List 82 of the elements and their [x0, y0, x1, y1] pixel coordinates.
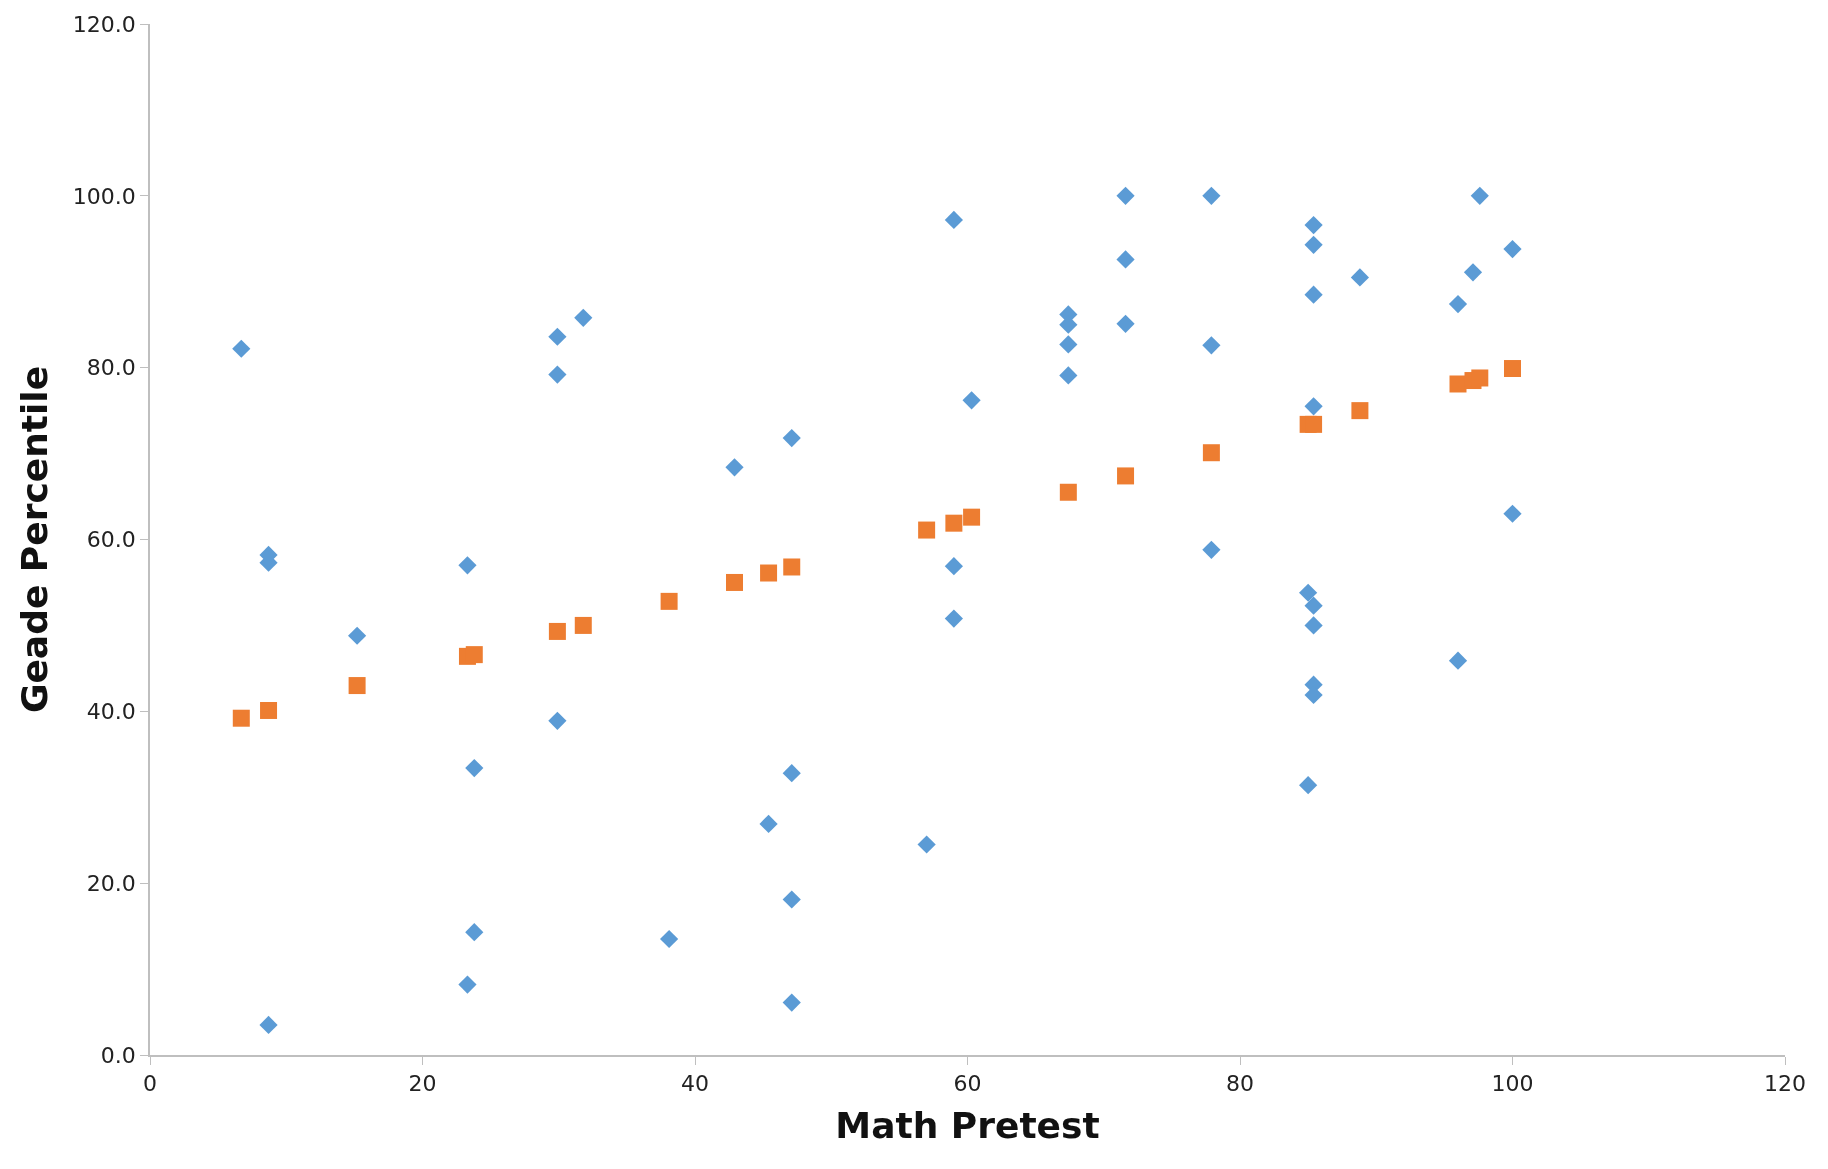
point	[548, 327, 567, 346]
point	[1116, 186, 1135, 205]
point	[465, 923, 484, 942]
point	[260, 701, 278, 719]
point	[1117, 467, 1135, 485]
point	[1304, 285, 1323, 304]
point	[1504, 360, 1521, 378]
point	[574, 308, 593, 327]
point	[782, 764, 801, 783]
point	[1202, 540, 1221, 559]
y-tick-label: 40.0	[86, 699, 136, 725]
x-axis-title: Math Pretest	[835, 1105, 1100, 1147]
point	[1471, 369, 1489, 387]
point	[782, 993, 801, 1012]
point	[458, 556, 477, 575]
point	[760, 564, 778, 582]
point	[962, 391, 981, 410]
point	[1059, 366, 1078, 385]
point	[232, 709, 250, 727]
point	[548, 711, 567, 730]
point	[1116, 250, 1135, 269]
point	[963, 508, 981, 526]
point	[1299, 776, 1318, 795]
y-tick-label: 20.0	[86, 870, 136, 896]
point	[660, 929, 679, 949]
point	[1463, 263, 1483, 282]
y-tick-label: 0.0	[100, 1042, 136, 1068]
point	[945, 514, 963, 532]
point	[1299, 583, 1318, 602]
point	[1304, 215, 1323, 235]
point	[1116, 314, 1135, 333]
point	[348, 677, 366, 695]
y-tick-label: 100.0	[72, 183, 136, 209]
point	[944, 557, 963, 576]
point	[1202, 336, 1221, 355]
point	[1503, 240, 1522, 259]
point	[1304, 235, 1323, 254]
x-tick-label: 60	[953, 1071, 982, 1097]
point	[944, 210, 963, 229]
point	[548, 622, 566, 640]
point	[759, 814, 778, 833]
point	[1305, 415, 1323, 433]
point	[1304, 397, 1323, 416]
y-tick-label: 60.0	[86, 527, 136, 553]
x-tick-label: 20	[408, 1071, 437, 1097]
point	[1059, 483, 1077, 501]
point	[465, 758, 484, 778]
x-tick-label: 80	[1226, 1071, 1254, 1097]
point	[660, 592, 678, 610]
point	[1503, 504, 1522, 523]
x-tick-label: 120	[1764, 1071, 1806, 1097]
point	[918, 521, 936, 539]
x-tick-label: 0	[143, 1071, 157, 1097]
point	[574, 616, 592, 634]
x-tick-label: 40	[681, 1071, 709, 1097]
point	[1448, 651, 1468, 670]
point	[1059, 335, 1078, 354]
point	[1202, 186, 1221, 205]
x-tick-label: 100	[1491, 1071, 1534, 1097]
point	[1448, 294, 1468, 314]
point	[465, 646, 483, 664]
point	[1304, 616, 1323, 635]
point	[1304, 596, 1323, 615]
point	[348, 626, 367, 645]
point	[782, 890, 801, 909]
point	[1350, 268, 1369, 287]
y-tick-label: 120.0	[72, 11, 136, 37]
y-axis-title: Geade Percentile	[14, 365, 56, 714]
point	[917, 835, 936, 854]
point	[259, 1015, 278, 1035]
point	[1202, 444, 1220, 462]
point	[944, 609, 963, 628]
point	[782, 429, 801, 448]
point	[726, 573, 744, 591]
point	[1351, 402, 1369, 420]
y-tick-label: 80.0	[86, 355, 136, 381]
point	[232, 339, 251, 358]
point	[1470, 186, 1489, 205]
point	[548, 365, 567, 384]
point	[458, 975, 477, 994]
point	[725, 458, 744, 477]
point	[783, 558, 801, 576]
